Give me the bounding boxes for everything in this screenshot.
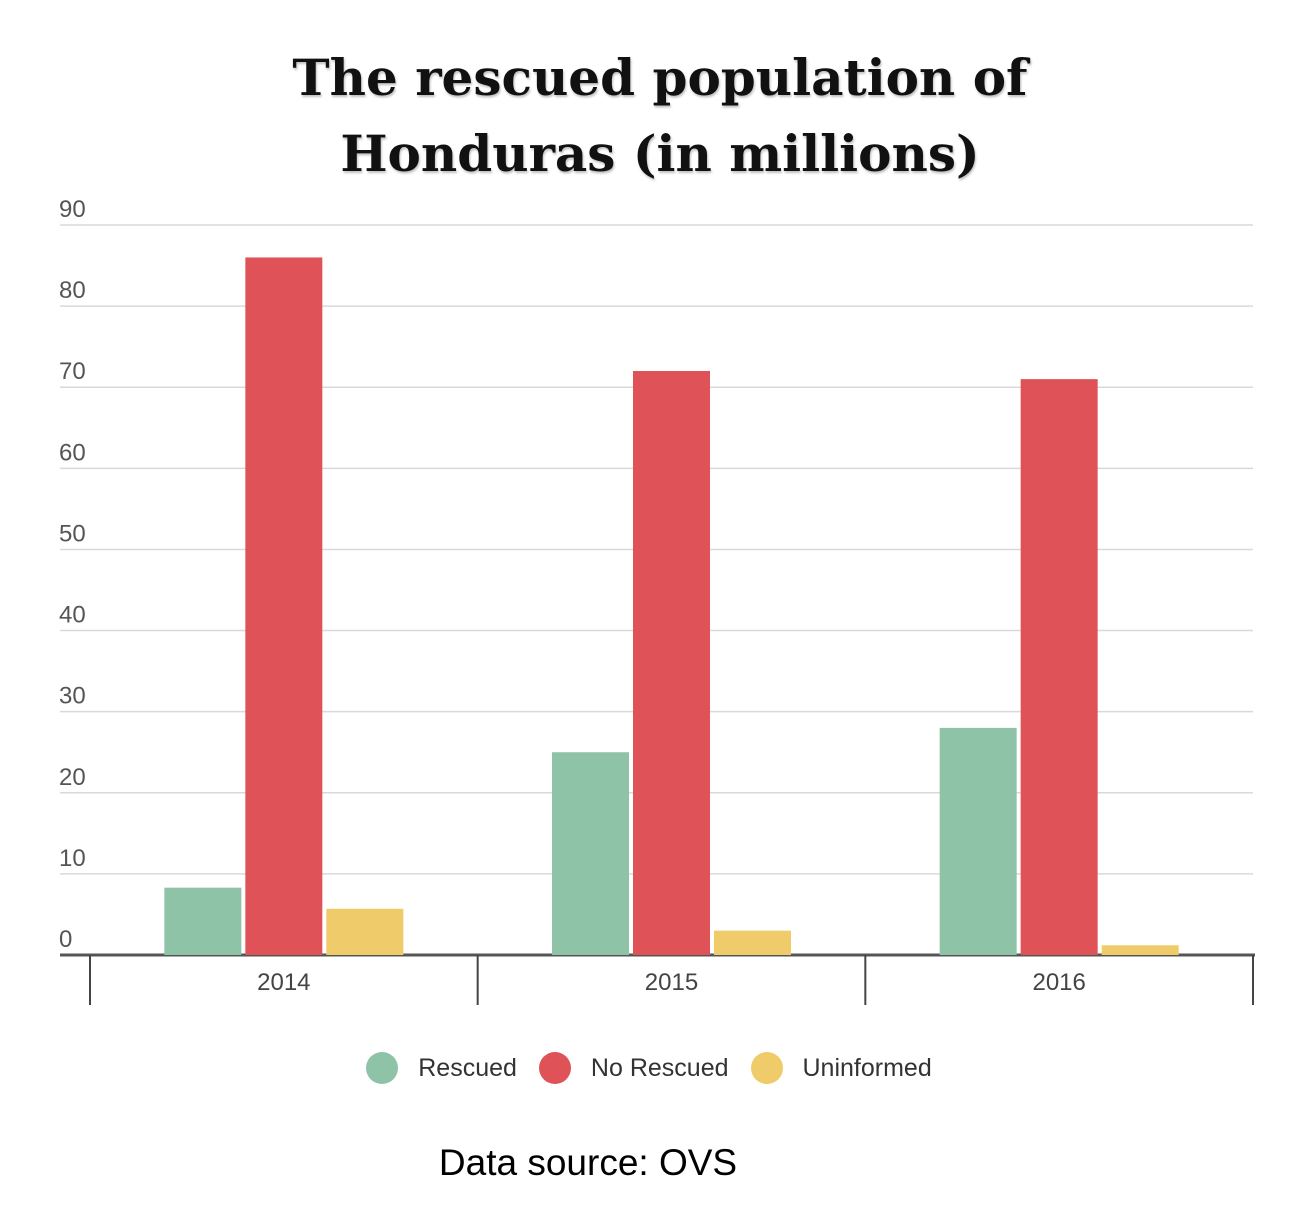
bar-uninformed-2016 <box>1101 945 1179 955</box>
bar-no-rescued-2015 <box>633 371 710 955</box>
legend-label-uninformed: Uninformed <box>802 1053 932 1082</box>
legend-label-no-rescued: No Rescued <box>590 1053 729 1082</box>
legend-label-rescued: Rescued <box>418 1053 517 1082</box>
y-tick-label-90: 90 <box>59 196 86 223</box>
y-tick-label-80: 80 <box>59 277 86 304</box>
chart-title-line-2: Honduras (in millions) <box>340 124 980 183</box>
bar-no-rescued-2016 <box>1020 379 1098 956</box>
bar-rescued-2015 <box>552 752 629 955</box>
x-tick-label-2016: 2016 <box>1032 969 1085 996</box>
bar-rescued-2016 <box>939 727 1017 955</box>
legend-item-rescued: Rescued <box>366 1052 517 1084</box>
bar-chart: 0 10 20 30 40 50 60 70 80 90 2014 2015 2016 <box>59 196 1255 1005</box>
x-tick-label-2015: 2015 <box>645 969 698 996</box>
bar-rescued-2014 <box>164 887 242 955</box>
y-tick-label-20: 20 <box>59 764 86 791</box>
chart-title: The rescued population of Honduras (in m… <box>0 40 1298 192</box>
y-tick-label-50: 50 <box>59 520 86 547</box>
y-tick-label-60: 60 <box>59 439 86 466</box>
data-source-note: Data source: OVS <box>438 1142 738 1183</box>
y-tick-label-0: 0 <box>59 926 72 953</box>
y-tick-label-30: 30 <box>59 683 86 710</box>
y-tick-label-70: 70 <box>59 358 86 385</box>
legend-swatch-no-rescued <box>538 1052 571 1084</box>
legend-item-uninformed: Uninformed <box>750 1052 932 1084</box>
chart-title-line-1: The rescued population of <box>292 48 1028 107</box>
bar-no-rescued-2014 <box>245 257 323 955</box>
legend-swatch-rescued <box>366 1052 399 1084</box>
chart-legend: Rescued No Rescued Uninformed <box>0 1052 1298 1084</box>
bar-uninformed-2015 <box>714 930 791 955</box>
y-tick-label-10: 10 <box>59 845 86 872</box>
y-tick-label-40: 40 <box>59 602 86 629</box>
legend-swatch-uninformed <box>750 1052 783 1084</box>
legend-item-no-rescued: No Rescued <box>538 1052 729 1084</box>
x-tick-label-2014: 2014 <box>257 969 310 996</box>
bar-uninformed-2014 <box>326 908 404 955</box>
